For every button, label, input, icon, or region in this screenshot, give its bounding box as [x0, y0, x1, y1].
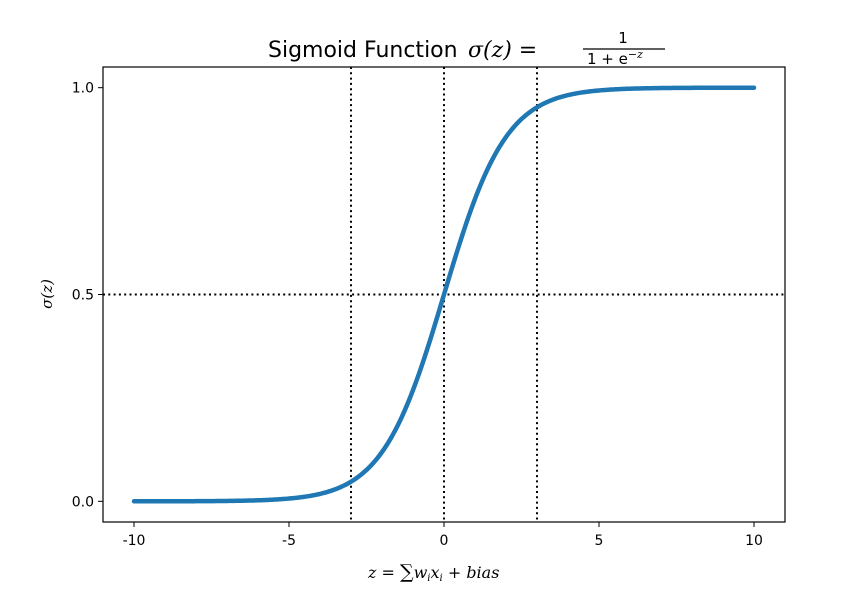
title-numerator: 1: [618, 29, 628, 47]
title-denominator: 1 + e−z: [587, 48, 643, 68]
x-tick-label: 10: [745, 533, 763, 549]
y-tick-label: 0.0: [72, 494, 94, 510]
x-axis-label: z = ∑wixi + bias: [367, 561, 499, 584]
title-formula-lhs: σ(z) =: [468, 38, 537, 63]
y-axis-label: σ(z): [38, 279, 56, 309]
chart-title: Sigmoid Function: [268, 38, 458, 63]
sigmoid-curve: [131, 85, 757, 504]
x-tick-label: 5: [595, 533, 604, 549]
x-tick-label: -10: [123, 533, 146, 549]
plot-area: -10 -5 0 5 10 0.0 0.5 1.0: [72, 66, 786, 549]
x-tick-label: 0: [440, 533, 449, 549]
x-tick-label: -5: [282, 533, 296, 549]
y-tick-label: 1.0: [72, 81, 94, 97]
y-tick-label: 0.5: [72, 288, 94, 304]
